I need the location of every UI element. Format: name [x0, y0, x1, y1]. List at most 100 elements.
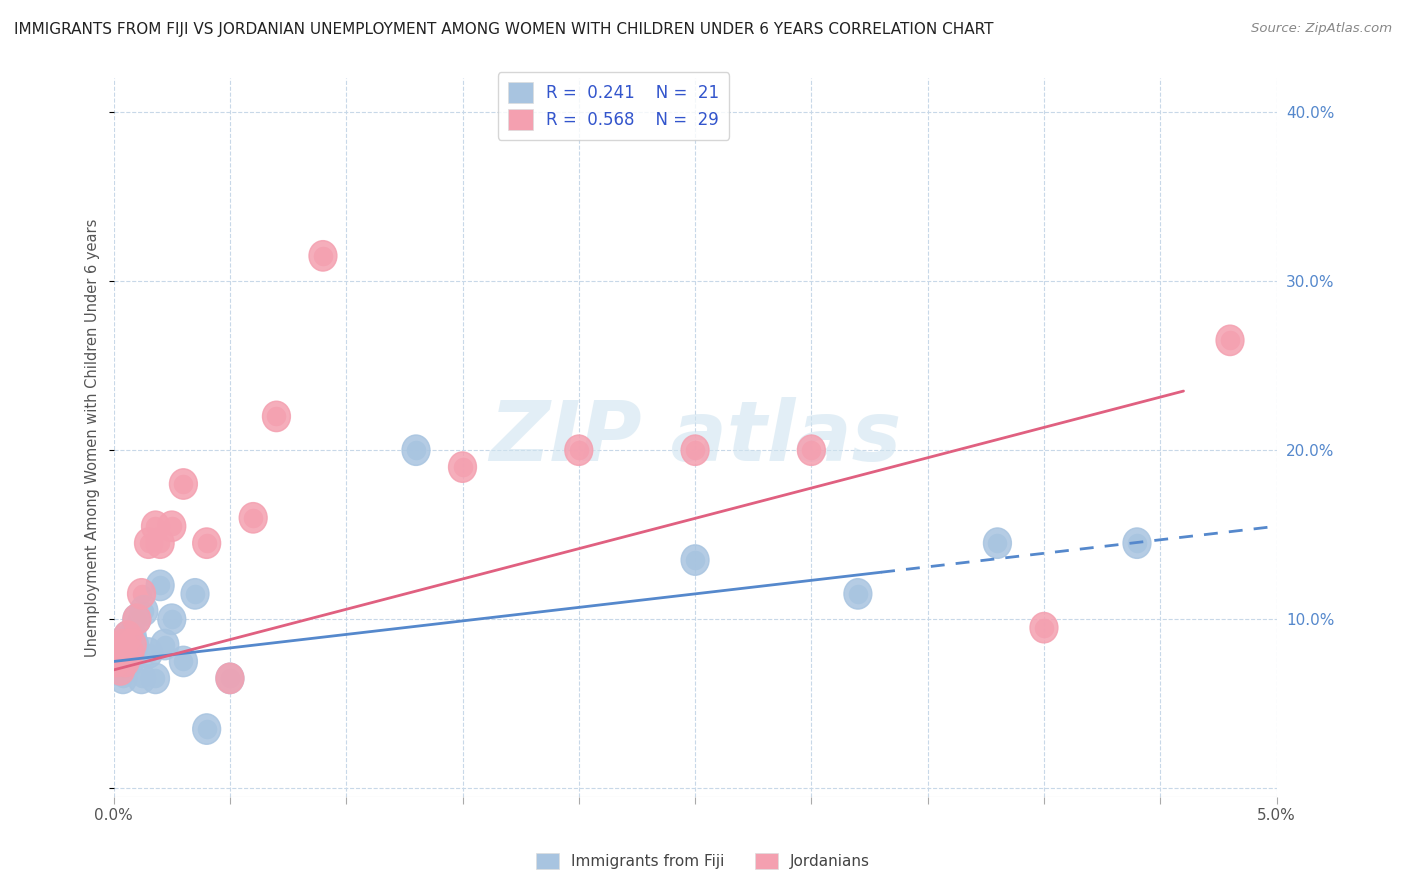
Ellipse shape: [103, 647, 129, 677]
Ellipse shape: [157, 604, 186, 634]
Point: [118, 655, 141, 669]
Point: [1126, 536, 1149, 550]
Ellipse shape: [150, 630, 179, 660]
Point: [145, 672, 167, 686]
Ellipse shape: [103, 647, 129, 677]
Ellipse shape: [181, 579, 209, 609]
Point: [131, 587, 153, 601]
Ellipse shape: [122, 604, 150, 634]
Point: [986, 536, 1008, 550]
Ellipse shape: [217, 663, 243, 694]
Point: [121, 629, 143, 643]
Ellipse shape: [239, 502, 267, 533]
Point: [160, 519, 183, 533]
Point: [110, 663, 132, 677]
Ellipse shape: [104, 638, 132, 668]
Text: ZIP atlas: ZIP atlas: [489, 397, 901, 478]
Point: [683, 553, 706, 567]
Ellipse shape: [122, 604, 150, 634]
Point: [117, 629, 139, 643]
Ellipse shape: [1123, 528, 1152, 558]
Point: [195, 536, 218, 550]
Point: [800, 443, 823, 458]
Point: [138, 536, 160, 550]
Ellipse shape: [110, 663, 136, 694]
Point: [111, 638, 134, 652]
Point: [312, 249, 335, 263]
Point: [104, 655, 127, 669]
Ellipse shape: [217, 663, 243, 694]
Ellipse shape: [107, 655, 135, 685]
Ellipse shape: [114, 621, 142, 651]
Point: [131, 672, 153, 686]
Ellipse shape: [121, 630, 149, 660]
Legend: Immigrants from Fiji, Jordanians: Immigrants from Fiji, Jordanians: [530, 847, 876, 875]
Ellipse shape: [193, 528, 221, 558]
Legend: R =  0.241    N =  21, R =  0.568    N =  29: R = 0.241 N = 21, R = 0.568 N = 29: [498, 72, 730, 140]
Point: [110, 646, 132, 660]
Point: [121, 638, 143, 652]
Point: [125, 612, 148, 626]
Point: [242, 511, 264, 525]
Ellipse shape: [983, 528, 1011, 558]
Ellipse shape: [115, 647, 143, 677]
Ellipse shape: [263, 401, 291, 432]
Point: [104, 655, 127, 669]
Point: [1219, 334, 1241, 348]
Point: [266, 409, 288, 424]
Ellipse shape: [193, 714, 221, 744]
Ellipse shape: [681, 545, 709, 575]
Ellipse shape: [110, 630, 136, 660]
Ellipse shape: [135, 638, 163, 668]
Ellipse shape: [402, 435, 430, 466]
Point: [118, 646, 141, 660]
Ellipse shape: [309, 241, 337, 271]
Point: [149, 578, 172, 592]
Ellipse shape: [844, 579, 872, 609]
Point: [219, 672, 242, 686]
Ellipse shape: [128, 579, 156, 609]
Ellipse shape: [146, 570, 174, 600]
Point: [160, 612, 183, 626]
Text: IMMIGRANTS FROM FIJI VS JORDANIAN UNEMPLOYMENT AMONG WOMEN WITH CHILDREN UNDER 6: IMMIGRANTS FROM FIJI VS JORDANIAN UNEMPL…: [14, 22, 994, 37]
Ellipse shape: [115, 638, 143, 668]
Point: [111, 672, 134, 686]
Point: [107, 646, 129, 660]
Ellipse shape: [142, 511, 170, 541]
Point: [114, 646, 136, 660]
Ellipse shape: [114, 621, 142, 651]
Point: [149, 536, 172, 550]
Y-axis label: Unemployment Among Women with Children Under 6 years: Unemployment Among Women with Children U…: [86, 219, 100, 657]
Ellipse shape: [135, 528, 163, 558]
Ellipse shape: [118, 621, 146, 651]
Point: [114, 655, 136, 669]
Ellipse shape: [681, 435, 709, 466]
Ellipse shape: [170, 647, 197, 677]
Point: [846, 587, 869, 601]
Point: [124, 638, 146, 652]
Ellipse shape: [142, 663, 170, 694]
Ellipse shape: [111, 647, 139, 677]
Point: [405, 443, 427, 458]
Point: [184, 587, 207, 601]
Ellipse shape: [1216, 326, 1244, 356]
Ellipse shape: [170, 469, 197, 500]
Point: [568, 443, 591, 458]
Ellipse shape: [111, 638, 139, 668]
Ellipse shape: [104, 655, 132, 685]
Ellipse shape: [118, 630, 146, 660]
Point: [219, 672, 242, 686]
Point: [195, 722, 218, 736]
Point: [153, 638, 176, 652]
Point: [138, 646, 160, 660]
Point: [145, 519, 167, 533]
Point: [1033, 621, 1056, 635]
Ellipse shape: [107, 638, 135, 668]
Ellipse shape: [129, 596, 157, 626]
Point: [132, 604, 155, 618]
Ellipse shape: [565, 435, 593, 466]
Point: [172, 655, 194, 669]
Ellipse shape: [128, 663, 156, 694]
Point: [451, 460, 474, 475]
Point: [107, 663, 129, 677]
